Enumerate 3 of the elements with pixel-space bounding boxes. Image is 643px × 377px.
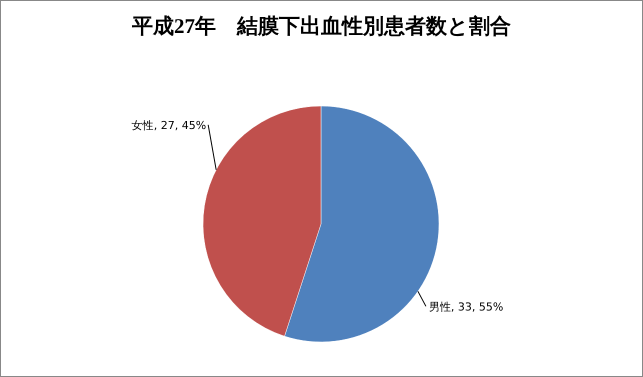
slice-label: 男性, 33, 55% [428, 300, 504, 314]
slice-label: 女性, 27, 45% [132, 118, 206, 132]
chart-title: 平成27年 結膜下出血性別患者数と割合 [131, 14, 511, 38]
